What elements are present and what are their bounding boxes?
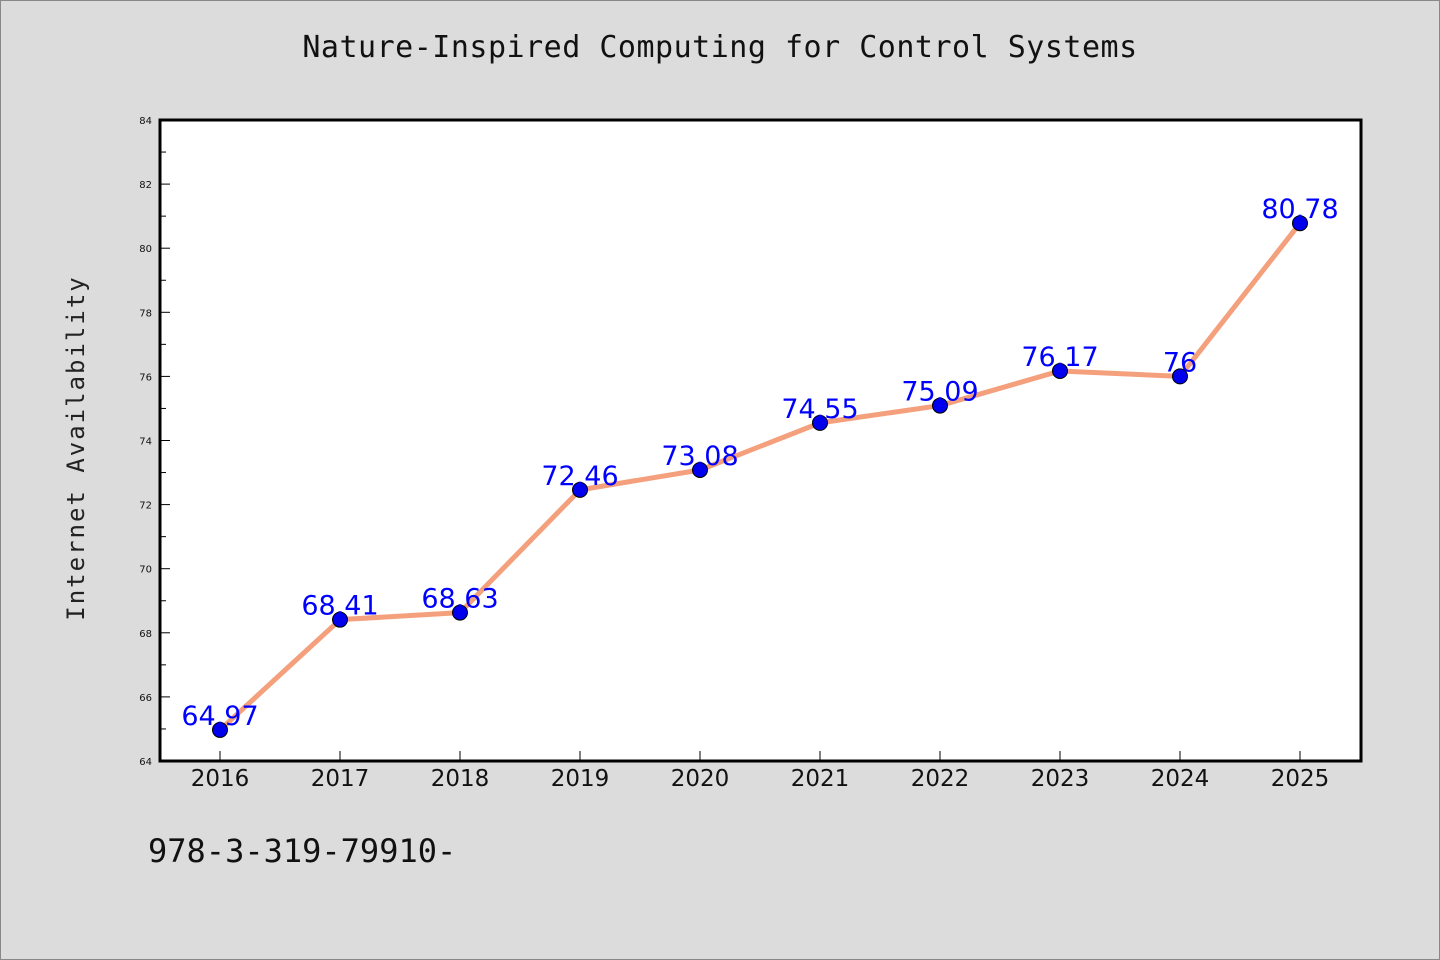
data-label: 68.63 [421,584,498,615]
x-tick-label: 2022 [911,766,970,792]
x-tick-label: 2019 [551,766,610,792]
data-label: 72.46 [541,461,618,492]
y-tick-label: 72 [139,501,152,512]
data-label: 75.09 [901,377,978,408]
data-point [932,397,948,414]
x-ticks: 2016 2017 2018 2019 2020 2021 2022 2023 2024 2025 [191,751,1330,792]
data-point [1052,362,1068,379]
data-label: 74.55 [781,394,858,425]
y-axis-label: Internet Availability [62,275,90,621]
data-labels: 64.97 68.41 68.63 72.46 73.08 74.55 75.09 76.17… [181,194,1338,732]
x-tick-label: 2025 [1271,766,1330,792]
y-tick-label: 68 [139,629,152,640]
data-point [212,721,228,738]
y-tick-label: 74 [139,437,152,448]
plot-area [160,120,1361,761]
data-point [572,481,588,498]
y-tick-label: 80 [139,244,152,255]
x-tick-label: 2020 [671,766,730,792]
x-tick-label: 2017 [311,766,370,792]
x-tick-label: 2016 [191,766,250,792]
x-tick-label: 2018 [431,766,490,792]
data-points [212,215,1308,738]
y-tick-label: 84 [139,116,152,127]
y-tick-label: 70 [139,565,152,576]
y-tick-label: 66 [139,693,152,704]
data-point [812,414,828,431]
data-point [692,461,708,478]
x-tick-label: 2023 [1031,766,1090,792]
data-label: 76 [1163,347,1197,378]
y-tick-label: 76 [139,372,152,383]
y-tick-label: 78 [139,308,152,319]
data-label: 80.78 [1261,194,1338,225]
y-tick-label: 82 [139,180,152,191]
data-point [332,611,348,628]
data-point [1172,368,1188,385]
data-point [452,604,468,621]
plot-border [158,118,1363,763]
x-tick-label: 2021 [791,766,850,792]
y-tick-label: 64 [139,757,152,768]
data-label: 64.97 [181,701,258,732]
data-label: 68.41 [301,591,378,622]
chart-title: Nature-Inspired Computing for Control Sy… [302,30,1138,65]
series-line-group [217,220,1303,733]
footer-code: 978-3-319-79910- [148,832,457,870]
x-tick-label: 2024 [1151,766,1210,792]
data-label: 73.08 [661,441,738,472]
series-line [217,220,1303,733]
data-label: 76.17 [1021,342,1098,373]
data-point [1292,215,1308,232]
